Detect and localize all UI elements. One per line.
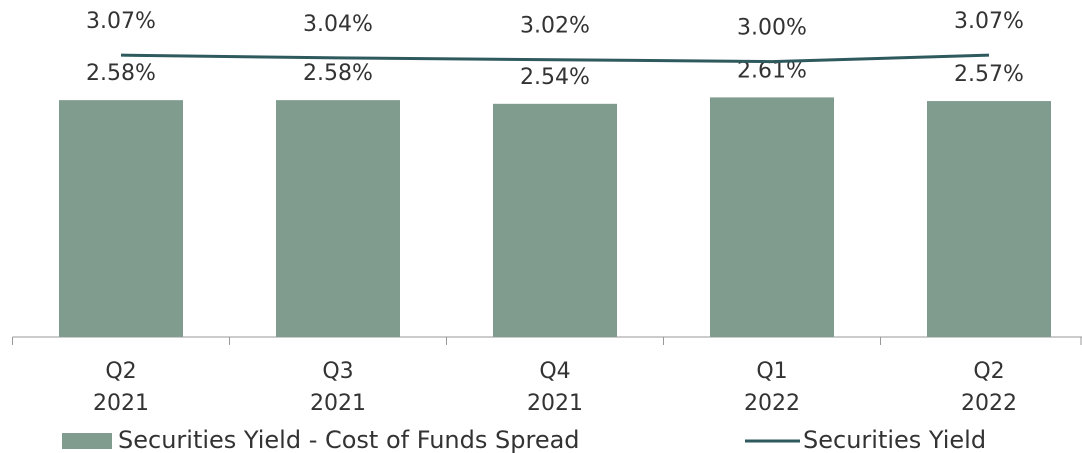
bar (493, 103, 617, 337)
line-value-label: 3.07% (86, 9, 156, 34)
bar (710, 97, 834, 337)
bar (927, 101, 1051, 337)
bar-value-label: 2.58% (86, 61, 156, 86)
legend-swatch (62, 433, 112, 449)
x-tick-label: Q1 2022 (744, 359, 800, 416)
bar (59, 100, 183, 338)
x-tick-label: Q3 2021 (310, 359, 366, 416)
line-value-label: 3.04% (303, 12, 373, 37)
bar-value-label: 2.58% (303, 61, 373, 86)
legend-label: Securities Yield (803, 426, 986, 453)
x-tick-label: Q2 2021 (93, 359, 149, 416)
x-tick-label: Q4 2021 (527, 359, 583, 416)
line-value-label: 3.00% (737, 16, 807, 41)
line (120, 53, 990, 64)
x-tick-label: Q2 2022 (961, 359, 1017, 416)
bar-value-label: 2.57% (954, 62, 1024, 87)
legend-label: Securities Yield - Cost of Funds Spread (118, 426, 580, 453)
line-value-label: 3.02% (520, 14, 590, 39)
bar (276, 100, 400, 338)
line-value-label: 3.07% (954, 9, 1024, 34)
bar-value-label: 2.54% (520, 65, 590, 90)
